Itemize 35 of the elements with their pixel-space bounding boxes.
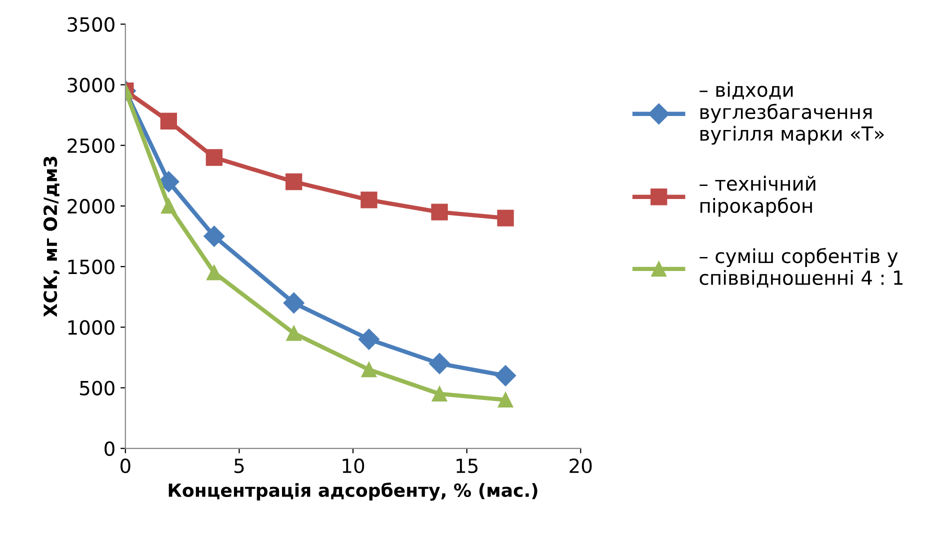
point <box>431 204 448 220</box>
point <box>497 210 514 226</box>
x-tick-label: 0 <box>120 458 130 474</box>
point <box>358 328 380 350</box>
point <box>160 112 177 130</box>
y-tick-label: 0 <box>104 441 114 456</box>
x-tick-label: 5 <box>234 458 244 474</box>
x-tick-label: 10 <box>342 458 364 474</box>
y-tick-label: 500 <box>80 380 114 396</box>
point <box>498 392 514 408</box>
point <box>286 326 302 341</box>
point <box>361 362 377 378</box>
y-tick-label: 3000 <box>68 78 114 92</box>
y-tick-label: 2500 <box>68 138 114 154</box>
point <box>428 353 450 374</box>
point <box>286 173 302 190</box>
y-tick-label: 1500 <box>68 260 114 274</box>
point <box>283 292 304 314</box>
x-tick-label: 15 <box>456 458 478 474</box>
point <box>495 365 516 386</box>
x-tick-label: 20 <box>570 458 592 474</box>
y-tick-label: 3500 <box>68 17 114 32</box>
point <box>206 265 222 280</box>
point <box>206 149 223 166</box>
y-tick-label: 1000 <box>68 320 114 335</box>
point <box>432 386 448 402</box>
y-tick-label: 2000 <box>68 198 114 214</box>
legend-label: – технічний пірокарбон <box>700 176 816 217</box>
point <box>161 198 176 214</box>
legend-label: – суміш сорбентів у співвідношенні 4 : 1 <box>700 248 903 288</box>
y-axis-title: ХСК, мг О2/дм3 <box>43 156 60 317</box>
legend-label: – відходи вуглезбагачення вугілля марки «Т» <box>700 82 884 145</box>
x-axis-title: Концентрація адсорбенту, % (мас.) <box>168 482 538 501</box>
point <box>360 192 378 208</box>
point <box>204 226 225 247</box>
